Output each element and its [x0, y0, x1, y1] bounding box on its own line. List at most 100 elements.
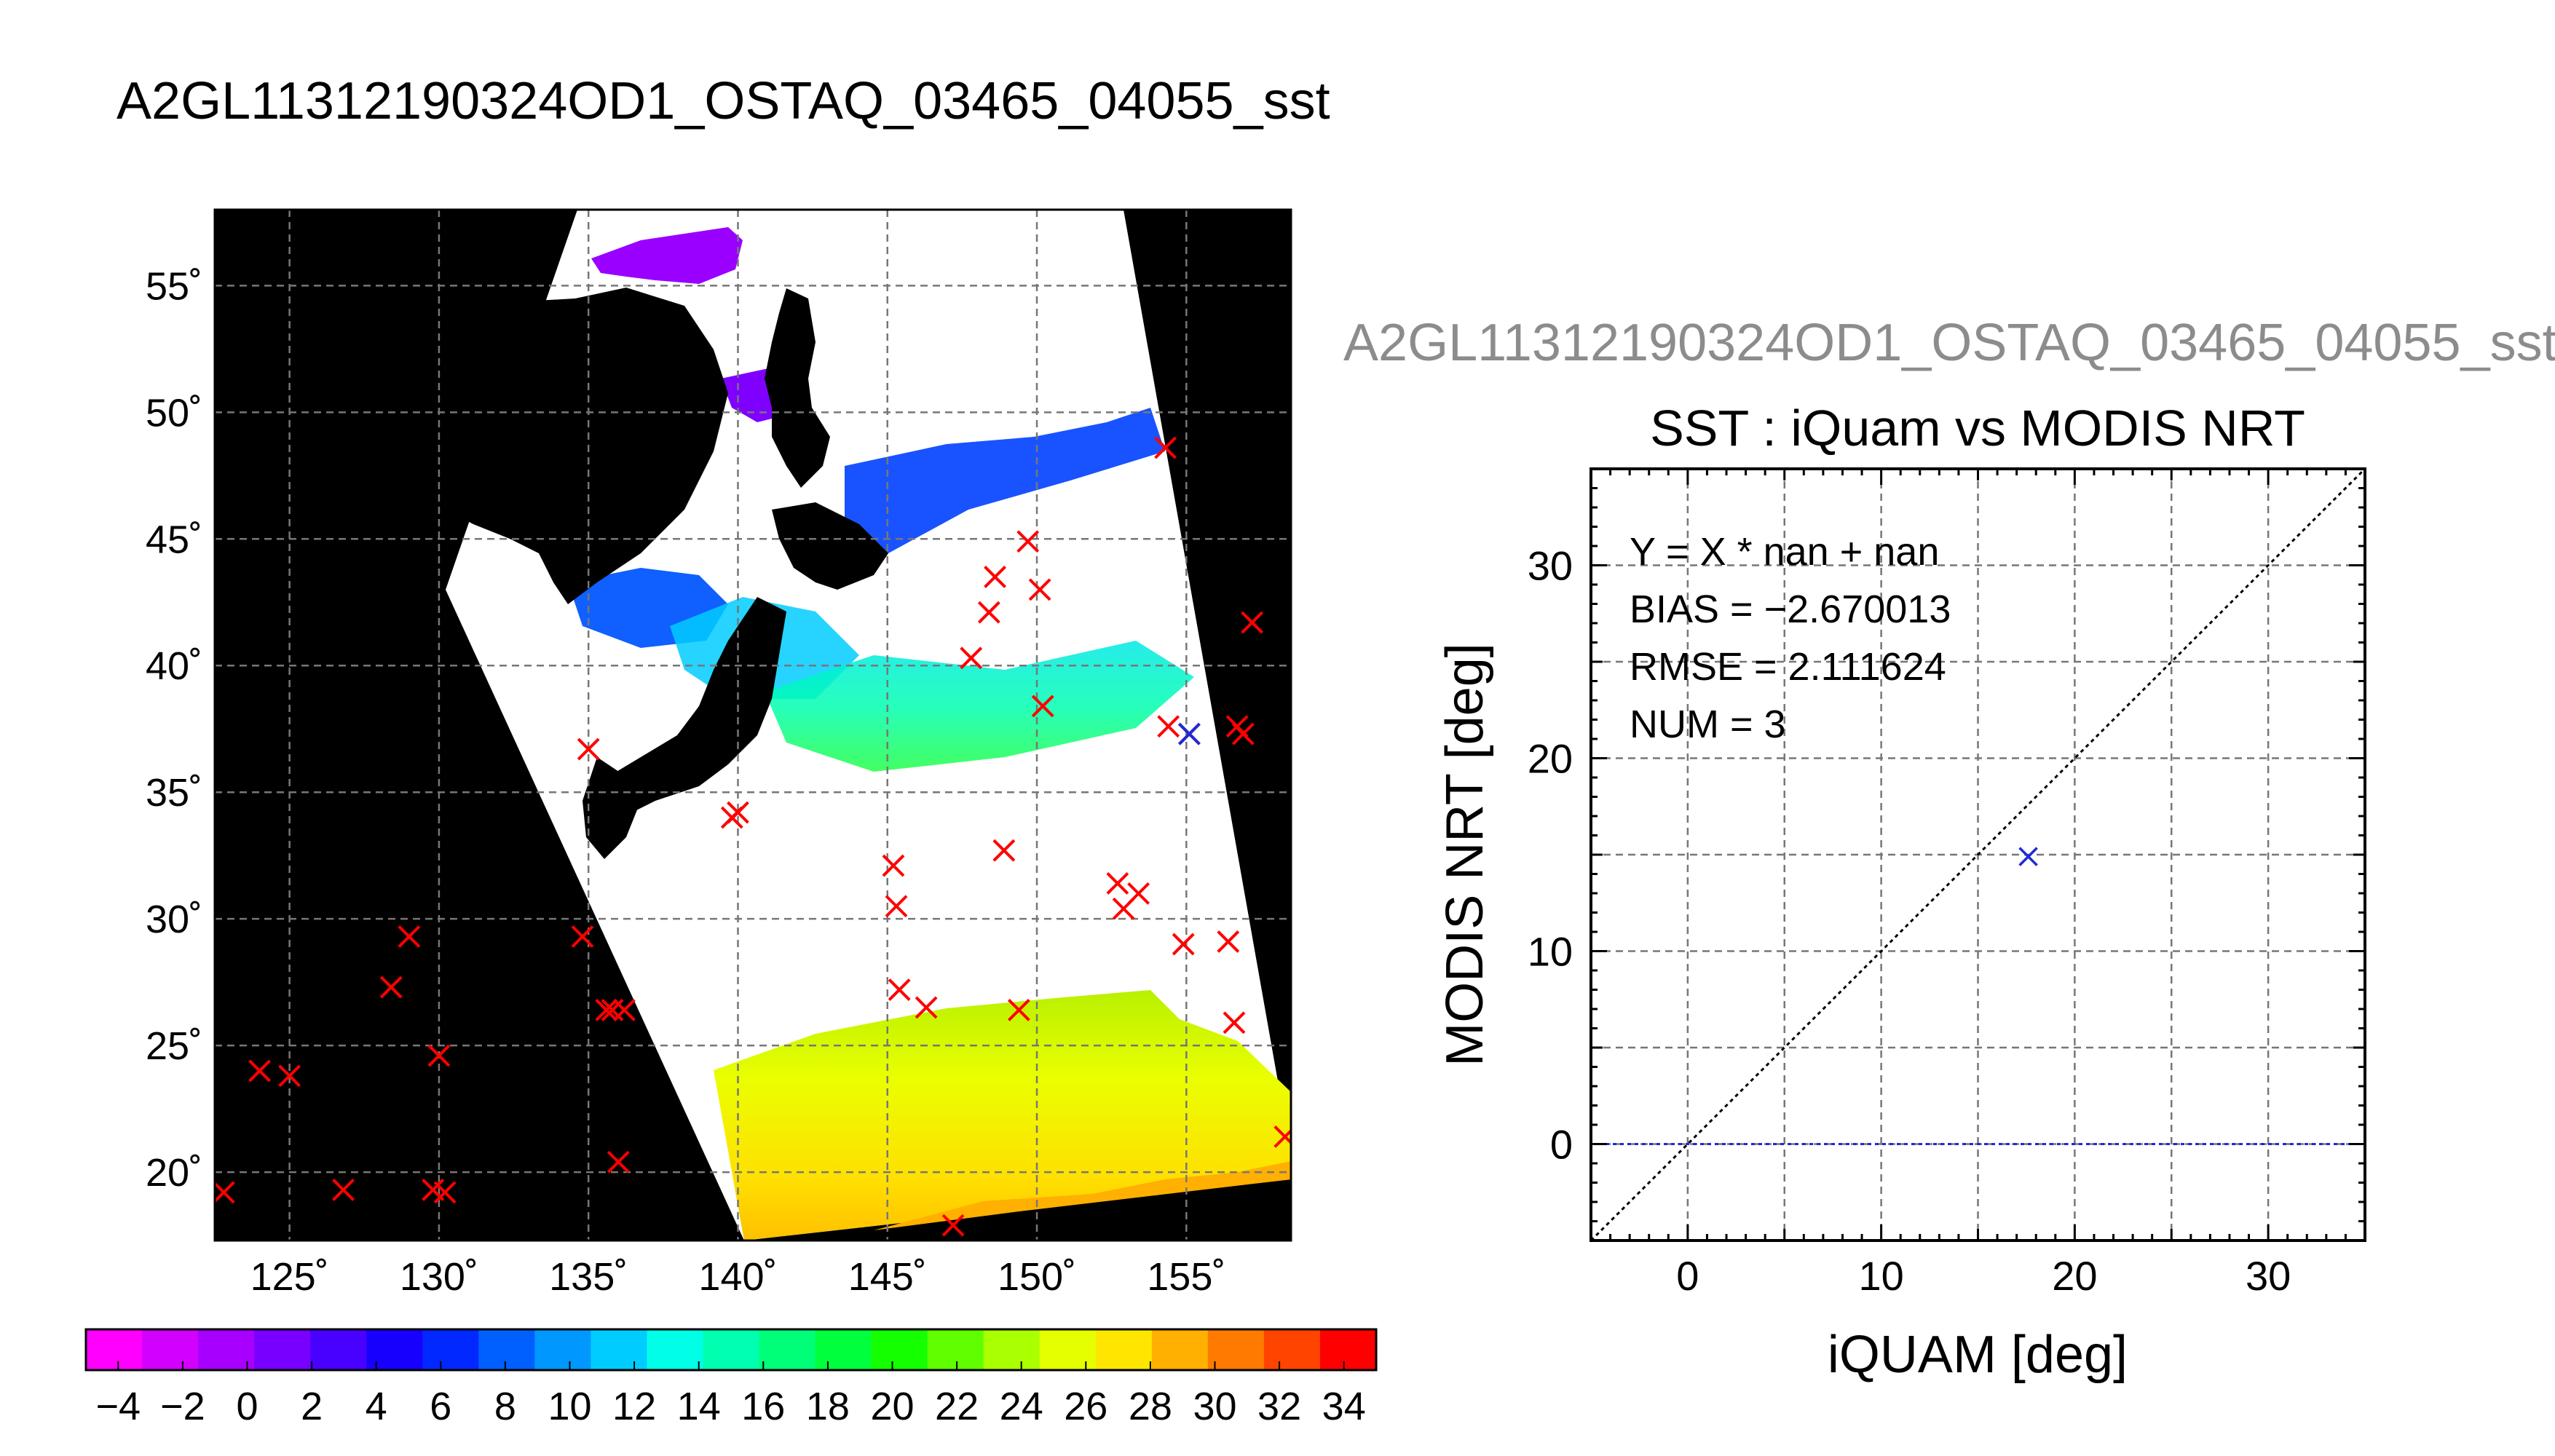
sst-north-cold-patch	[591, 227, 743, 284]
colorbar-bin	[1151, 1329, 1209, 1370]
main-title: A2GL11312190324OD1_OSTAQ_03465_04055_sst	[117, 72, 1330, 130]
colorbar-bin	[422, 1329, 479, 1370]
buoy-marker	[1028, 578, 1051, 601]
map-x-tick-label: 150˚	[998, 1255, 1076, 1299]
buoy-marker	[1157, 715, 1180, 738]
buoy-marker	[941, 1214, 965, 1237]
colorbar-bin	[871, 1329, 928, 1370]
scatter-y-tick-label: 0	[1550, 1122, 1573, 1168]
colorbar-tick-label: 10	[548, 1385, 591, 1428]
colorbar-tick-label: 20	[870, 1385, 914, 1428]
scatter-x-tick-label: 20	[2052, 1253, 2097, 1299]
buoy-marker	[433, 1181, 457, 1204]
colorbar: −4 −2 0 2 4 6 8 10 12 14 16 18 20 22 24 26 28 30 32 34	[84, 1328, 1378, 1428]
buoy-marker	[1223, 1011, 1246, 1034]
colorbar-bin	[310, 1329, 367, 1370]
buoy-marker	[613, 998, 636, 1021]
map-y-tick-label: 20˚	[146, 1151, 202, 1195]
rmse-value: RMSE = 2.111624	[1630, 645, 1946, 689]
colorbar-tick-label: 18	[806, 1385, 850, 1428]
buoy-marker	[885, 895, 908, 918]
buoy-marker	[278, 1064, 301, 1088]
sst-green-patch	[765, 641, 1194, 772]
scatter-points	[2018, 847, 2038, 866]
map-x-tick-label: 145˚	[848, 1255, 927, 1299]
colorbar-tick-label: 16	[741, 1385, 785, 1428]
colorbar-bin	[1207, 1329, 1265, 1370]
scatter-reference-lines	[1591, 469, 2365, 1241]
scatter-y-tick-label: 30	[1528, 543, 1573, 589]
map-frame	[213, 208, 1292, 1242]
buoy-marker	[1241, 611, 1264, 634]
right-panel-title: A2GL11312190324OD1_OSTAQ_03465_04055_sst	[1343, 314, 2555, 372]
buoy-marker	[215, 1181, 235, 1204]
land-japan	[583, 288, 888, 823]
colorbar-tick-label: 2	[301, 1385, 323, 1428]
colorbar-frame	[84, 1328, 1378, 1372]
map-y-tick-label: 50˚	[146, 391, 202, 435]
map-y-tick-label: 40˚	[146, 644, 202, 688]
buoy-marker	[1172, 933, 1195, 956]
map-x-tick-label: 155˚	[1147, 1255, 1225, 1299]
colorbar-tick-label: 24	[1000, 1385, 1043, 1428]
colorbar-bin	[478, 1329, 535, 1370]
colorbar-tick-label: 34	[1322, 1385, 1366, 1428]
buoy-marker	[1177, 722, 1201, 745]
colorbar-tick-label: 30	[1193, 1385, 1236, 1428]
buoy-marker	[577, 737, 600, 761]
buoy-marker	[915, 996, 938, 1019]
buoy-marker	[595, 998, 618, 1021]
map-x-tick-label: 130˚	[400, 1255, 478, 1299]
colorbar-bin	[983, 1329, 1040, 1370]
buoy-marker	[1154, 436, 1177, 459]
buoy-marker	[1007, 998, 1030, 1021]
buoy-marker	[571, 925, 594, 948]
map-y-tick-label: 30˚	[146, 898, 202, 941]
colorbar-tick-label: 26	[1064, 1385, 1107, 1428]
land-korea	[583, 757, 641, 859]
colorbar-bin	[703, 1329, 760, 1370]
colorbar-tick-label: −2	[160, 1385, 205, 1428]
buoy-marker	[960, 646, 983, 670]
scatter-panel: SST : iQuam vs MODIS NRT 0 10 20 300102030 …	[1436, 400, 2366, 1384]
colorbar-bin	[759, 1329, 816, 1370]
colorbar-bin	[254, 1329, 311, 1370]
buoy-marker	[1127, 882, 1150, 905]
colorbar-bin	[86, 1329, 143, 1370]
scatter-x-tick-label: 30	[2246, 1253, 2291, 1299]
map-y-tick-label: 55˚	[146, 264, 202, 308]
sst-subtropical-patch	[714, 990, 1291, 1241]
colorbar-tick-label: 4	[366, 1385, 387, 1428]
buoy-marker	[984, 566, 1006, 588]
scatter-x-tick-label: 0	[1676, 1253, 1699, 1299]
map-y-tick-label: 45˚	[146, 518, 202, 561]
buoy-marker	[1106, 872, 1129, 895]
buoy-marker	[1217, 930, 1240, 953]
scatter-y-tick-label: 10	[1528, 929, 1573, 975]
colorbar-bin	[1263, 1329, 1321, 1370]
colorbar-bin	[534, 1329, 591, 1370]
map-y-tick-label: 25˚	[146, 1024, 202, 1068]
buoy-marker	[977, 601, 1000, 624]
map-x-tick-label: 140˚	[698, 1255, 777, 1299]
colorbar-tick-label: 0	[236, 1385, 258, 1428]
num-value: NUM = 3	[1630, 703, 1786, 746]
y-axis-label: MODIS NRT [deg]	[1436, 643, 1494, 1067]
map-panel: 125˚ 130˚ 135˚ 140˚ 145˚ 150˚ 155˚ 20˚ 25˚ 30˚ 35˚…	[146, 208, 1292, 1299]
scatter-x-tick-label: 10	[1858, 1253, 1903, 1299]
buoy-marker	[379, 976, 403, 999]
colorbar-tick-label: 22	[935, 1385, 979, 1428]
reference-line	[1591, 469, 2365, 1241]
buoy-marker	[427, 1044, 451, 1067]
colorbar-bin	[647, 1329, 704, 1370]
scatter-point	[2018, 847, 2038, 866]
colorbar-tick-label: 8	[494, 1385, 516, 1428]
buoy-marker	[1016, 530, 1040, 553]
map-x-tick-label: 135˚	[549, 1255, 628, 1299]
colorbar-tick-label: 28	[1129, 1385, 1172, 1428]
colorbar-bin	[591, 1329, 648, 1370]
scatter-annotations: Y = X * nan + nan BIAS = −2.670013 RMSE …	[1630, 530, 1951, 746]
colorbar-bin	[1039, 1329, 1097, 1370]
colorbar-bin	[1095, 1329, 1153, 1370]
